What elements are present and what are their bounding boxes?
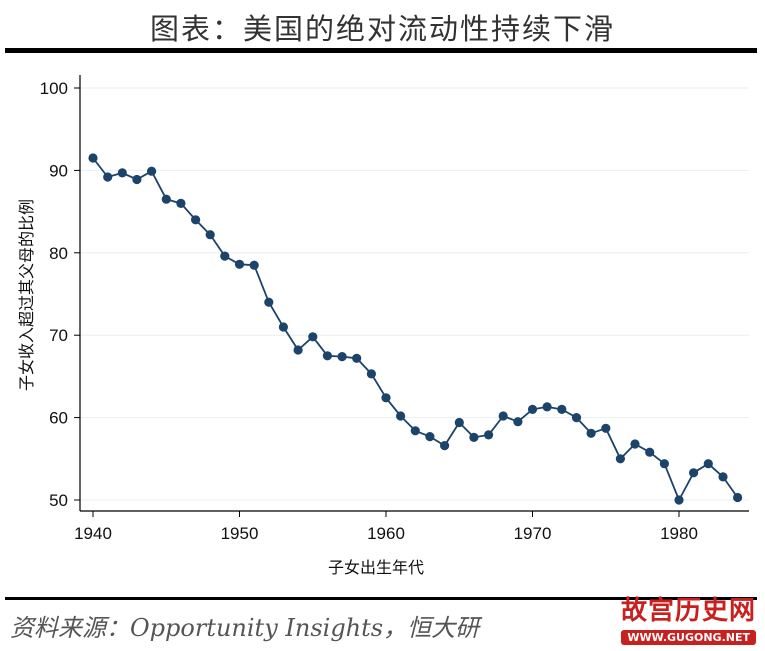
data-point — [659, 459, 670, 469]
series-line — [88, 153, 743, 505]
tick-labels: 50 60 70 80 90 100 1940 1950 1960 1970 1980 — [40, 79, 698, 543]
y-tick-label: 100 — [40, 79, 68, 98]
chart-title: 图表：美国的绝对流动性持续下滑 — [149, 12, 615, 46]
data-point — [234, 259, 245, 269]
x-axis-title: 子女出生年代 — [328, 558, 424, 577]
axes — [74, 75, 749, 517]
data-point — [703, 459, 713, 469]
watermark-text: 故宫历史网 — [620, 596, 756, 626]
data-point — [264, 297, 274, 307]
data-point — [733, 492, 743, 503]
y-tick-label: 60 — [49, 409, 68, 428]
data-point — [557, 404, 567, 414]
watermark-url: WWW.GUGONG.NET — [621, 630, 756, 645]
data-point — [454, 417, 464, 428]
gridlines — [80, 87, 749, 501]
title-rule — [5, 48, 757, 53]
data-point — [484, 430, 494, 440]
x-tick-label: 1970 — [514, 524, 552, 543]
y-tick-label: 50 — [49, 491, 68, 510]
series-path — [92, 157, 739, 501]
data-point — [718, 472, 728, 482]
data-point — [322, 351, 332, 361]
data-point — [527, 404, 538, 414]
data-point — [278, 322, 288, 332]
data-point — [220, 251, 230, 261]
watermark-logo: 故宫历史网 WWW.GUGONG.NET — [586, 596, 756, 646]
data-point — [498, 411, 508, 421]
x-tick-label: 1950 — [221, 524, 259, 543]
data-point — [410, 426, 420, 436]
data-point — [176, 198, 186, 208]
x-tick-label: 1980 — [660, 524, 698, 543]
data-point — [352, 353, 362, 363]
data-point — [645, 447, 655, 457]
source-note: 资料来源：Opportunity Insights，恒大研 — [10, 614, 480, 642]
y-tick-label: 70 — [49, 326, 68, 345]
data-point — [161, 194, 171, 204]
data-point — [117, 168, 127, 178]
data-point — [425, 432, 435, 442]
data-point — [308, 332, 318, 342]
data-point — [293, 345, 303, 355]
footer-rule — [5, 597, 757, 600]
data-point — [469, 432, 479, 442]
x-tick-label: 1940 — [74, 524, 112, 543]
data-point — [147, 166, 157, 176]
data-point — [674, 495, 684, 505]
data-point — [396, 411, 406, 421]
data-point — [615, 454, 626, 464]
data-point — [689, 468, 699, 478]
data-point — [601, 423, 611, 433]
data-point — [513, 417, 523, 427]
y-axis-title: 子女收入超过其父母的比例 — [17, 199, 36, 391]
data-point — [542, 402, 552, 412]
data-point — [88, 153, 98, 163]
y-tick-label: 90 — [49, 161, 68, 180]
x-tick-label: 1960 — [367, 524, 405, 543]
line-chart: 50 60 70 80 90 100 1940 1950 1960 1970 1980 子女出生年代… — [17, 75, 749, 577]
data-point — [586, 428, 596, 438]
data-point — [249, 260, 259, 270]
data-point — [132, 174, 142, 185]
data-point — [571, 413, 582, 423]
data-point — [381, 393, 391, 403]
data-point — [440, 441, 450, 451]
data-point — [630, 439, 640, 449]
data-point — [337, 352, 347, 362]
y-tick-label: 80 — [49, 244, 68, 263]
data-point — [205, 230, 215, 240]
data-point — [103, 172, 113, 182]
data-point — [191, 215, 201, 225]
data-point — [366, 369, 376, 379]
